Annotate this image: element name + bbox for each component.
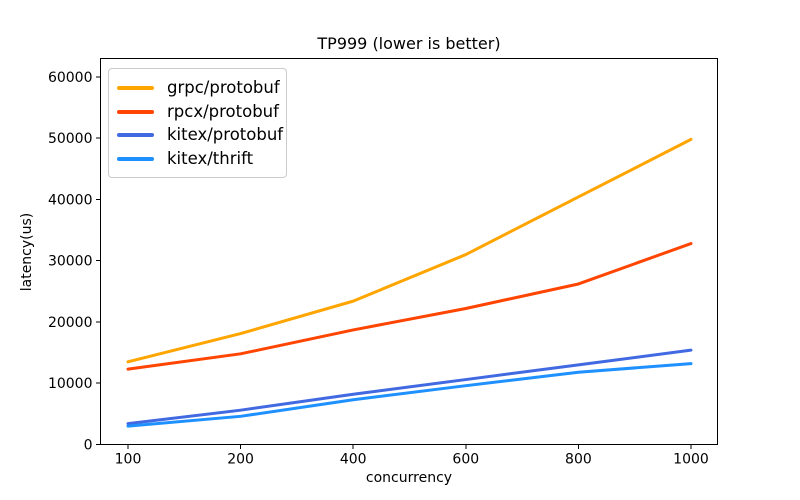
legend-item-kitex-protobuf: kitex/protobuf xyxy=(117,124,283,148)
legend-label: kitex/protobuf xyxy=(167,125,284,145)
y-tick-label: 40000 xyxy=(48,192,93,208)
x-tick-label: 1000 xyxy=(673,452,709,468)
y-tick-label: 50000 xyxy=(48,131,93,147)
legend-line-swatch xyxy=(117,133,154,138)
x-tick-label: 800 xyxy=(565,452,592,468)
y-tick-label: 30000 xyxy=(48,254,93,270)
y-tick-label: 20000 xyxy=(48,315,93,331)
x-tick-label: 200 xyxy=(227,452,254,468)
series-line-kitex-thrift xyxy=(126,362,693,428)
legend-item-grpc-protobuf: grpc/protobuf xyxy=(117,76,280,100)
legend: grpc/protobuf rpcx/protobuf kitex/protobuf… xyxy=(108,68,287,178)
legend-item-kitex-thrift: kitex/thrift xyxy=(117,147,276,171)
x-tick-label: 400 xyxy=(340,452,367,468)
plot-spines xyxy=(100,58,718,445)
legend-label: grpc/protobuf xyxy=(167,77,280,97)
legend-line-swatch xyxy=(117,109,154,114)
legend-label: rpcx/protobuf xyxy=(167,101,279,121)
series-line-rpcx-protobuf xyxy=(126,242,693,371)
y-tick-label: 0 xyxy=(84,438,93,454)
y-tick-label: 60000 xyxy=(48,70,93,86)
x-axis-label: concurrency xyxy=(365,470,453,486)
legend-line-swatch xyxy=(117,157,154,162)
x-tick-label: 100 xyxy=(115,452,142,468)
y-axis-label: latency(us) xyxy=(19,212,35,292)
y-tick-label: 10000 xyxy=(48,376,93,392)
x-tick-label: 600 xyxy=(452,452,479,468)
legend-line-swatch xyxy=(117,85,154,90)
legend-label: kitex/thrift xyxy=(167,149,254,169)
series-line-grpc-protobuf xyxy=(126,137,693,364)
series-line-kitex-protobuf xyxy=(126,348,693,426)
legend-item-rpcx-protobuf: rpcx/protobuf xyxy=(117,100,279,124)
chart-title: TP999 (lower is better) xyxy=(317,34,501,53)
